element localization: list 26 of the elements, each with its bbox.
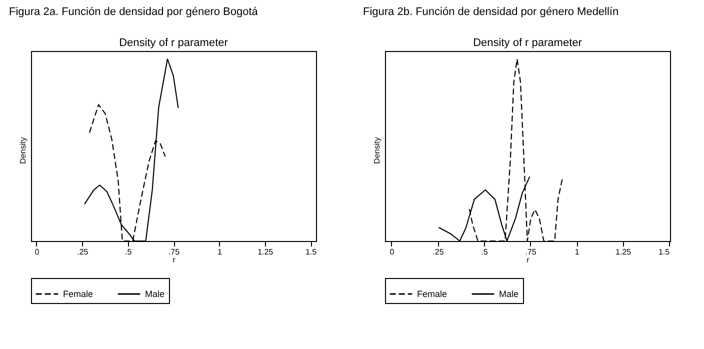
x-tick-label: .75 (168, 248, 180, 256)
x-tick-label: .75 (525, 248, 537, 256)
chart-title: Density of r parameter (473, 37, 582, 49)
chart-title: Density of r parameter (119, 37, 228, 49)
x-tick-label: 0 (390, 248, 395, 256)
y-axis-title: Density (372, 137, 382, 164)
legend-label: Female (417, 289, 448, 299)
x-tick-label: 1 (574, 248, 580, 256)
x-tick-label: .25 (432, 248, 444, 256)
x-tick-label: 1.25 (258, 248, 274, 256)
x-tick-label: 0 (34, 248, 40, 256)
legend-label: Male (145, 289, 165, 299)
legend-label: Female (63, 289, 94, 299)
x-tick-label: 1.5 (305, 248, 318, 256)
y-axis-title: Density (18, 137, 28, 164)
x-axis-title: r (172, 256, 176, 264)
x-tick-label: .25 (77, 248, 89, 256)
x-tick-label: .5 (481, 248, 488, 256)
x-tick-label: .5 (124, 248, 132, 256)
x-tick-label: 1 (217, 248, 222, 256)
legend-label: Male (499, 289, 519, 299)
text: Figura 2b. Función de densidad por género Medellín (363, 6, 619, 18)
x-tick-label: 1.25 (616, 248, 632, 256)
text: Figura 2a. Función de densidad por género Bogotá (9, 6, 259, 18)
x-tick-label: 1.5 (658, 248, 670, 256)
x-axis-title: r (526, 256, 530, 264)
